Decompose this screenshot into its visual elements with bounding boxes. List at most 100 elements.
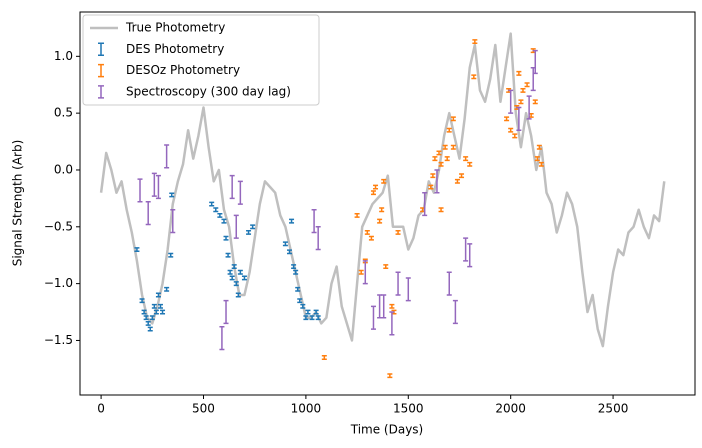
error-bar: [291, 264, 297, 270]
error-bar: [463, 156, 469, 162]
error-bar: [250, 224, 256, 230]
error-bar: [395, 271, 401, 296]
axes-frame: [79, 11, 696, 396]
error-bar: [508, 127, 514, 133]
error-bar: [442, 144, 448, 150]
error-bar: [405, 277, 411, 302]
error-bar: [241, 275, 247, 281]
error-bar: [219, 326, 225, 351]
error-bar: [321, 355, 327, 360]
error-bar: [389, 303, 395, 309]
error-bar: [444, 156, 450, 162]
error-bar: [532, 99, 538, 105]
x-tick-label: 2500: [598, 402, 629, 416]
error-bar: [164, 144, 170, 169]
error-bar: [428, 184, 434, 190]
error-bar: [293, 269, 299, 275]
legend-box: [82, 14, 320, 106]
y-tick-label: 0.0: [54, 162, 73, 176]
error-bar: [534, 156, 540, 162]
error-bar: [432, 156, 438, 162]
error-bar: [237, 180, 243, 205]
error-bar: [282, 241, 288, 247]
error-bar: [450, 116, 456, 122]
error-bar: [231, 264, 237, 270]
y-tick-label: 1.0: [54, 49, 73, 63]
error-bar: [311, 209, 317, 234]
error-bar: [524, 82, 530, 88]
error-bar: [233, 281, 239, 287]
error-bar: [358, 269, 364, 275]
photometry-line: [99, 32, 666, 348]
error-bar: [164, 286, 170, 292]
legend-label: True Photometry: [125, 21, 225, 35]
error-bar: [315, 226, 321, 251]
error-bar: [467, 161, 473, 167]
error-bar: [217, 212, 223, 218]
error-bar: [305, 309, 311, 315]
error-bar: [145, 320, 151, 326]
error-bar: [370, 305, 376, 330]
error-bar: [454, 178, 460, 184]
error-bar: [147, 326, 153, 332]
error-bar: [362, 260, 368, 285]
error-bar: [209, 201, 215, 207]
error-bar: [463, 237, 469, 262]
error-bar: [229, 275, 235, 281]
error-bar: [289, 218, 295, 224]
legend-label: DES Photometry: [126, 42, 224, 56]
error-bar: [446, 127, 452, 133]
error-bar: [364, 230, 370, 235]
y-tick-label: −0.5: [44, 219, 73, 233]
error-bar: [287, 249, 293, 255]
error-bar: [471, 74, 477, 80]
error-bar: [438, 161, 444, 167]
error-bar: [139, 298, 145, 304]
error-bar: [223, 235, 229, 241]
error-bar: [151, 303, 157, 309]
error-bar: [373, 184, 379, 190]
error-bar: [381, 294, 387, 319]
error-bar: [168, 252, 174, 258]
error-bar: [383, 264, 389, 270]
x-tick-label: 500: [192, 402, 215, 416]
x-tick-label: 0: [97, 402, 105, 416]
error-bar: [141, 309, 147, 315]
legend-swatch: [98, 42, 104, 57]
error-bar: [145, 201, 151, 226]
error-bar: [377, 218, 383, 224]
legend-label: Spectroscopy (300 day lag): [126, 84, 291, 98]
error-bar: [368, 235, 374, 241]
error-bar: [459, 173, 465, 179]
error-bar: [229, 174, 235, 200]
error-bar: [223, 299, 229, 325]
legend-swatch: [98, 85, 104, 99]
error-bar: [389, 311, 395, 336]
error-bar: [532, 49, 538, 75]
error-bar: [395, 230, 401, 235]
error-bar: [300, 303, 306, 309]
error-bar: [354, 212, 360, 218]
error-bar: [387, 373, 393, 379]
y-tick-label: −1.5: [44, 333, 73, 347]
error-bar: [538, 161, 544, 167]
legend: True Photometry DES Photometry DESOz Photo…: [82, 14, 320, 106]
y-axis-label: Signal Strength (Arb): [11, 140, 25, 267]
x-tick-label: 1000: [291, 402, 322, 416]
error-bar: [149, 315, 155, 321]
error-bar: [508, 89, 514, 114]
error-bar: [237, 269, 243, 275]
error-bar: [438, 207, 444, 213]
error-bar: [160, 309, 166, 315]
error-bar: [512, 133, 518, 139]
error-bar: [225, 252, 231, 258]
error-bar: [434, 169, 440, 194]
plot-area: [99, 32, 666, 379]
error-bar: [452, 299, 458, 325]
error-bar: [143, 315, 149, 321]
error-bar: [153, 309, 159, 315]
error-bar: [233, 214, 239, 239]
error-bar: [516, 70, 522, 76]
error-bar: [370, 190, 376, 196]
